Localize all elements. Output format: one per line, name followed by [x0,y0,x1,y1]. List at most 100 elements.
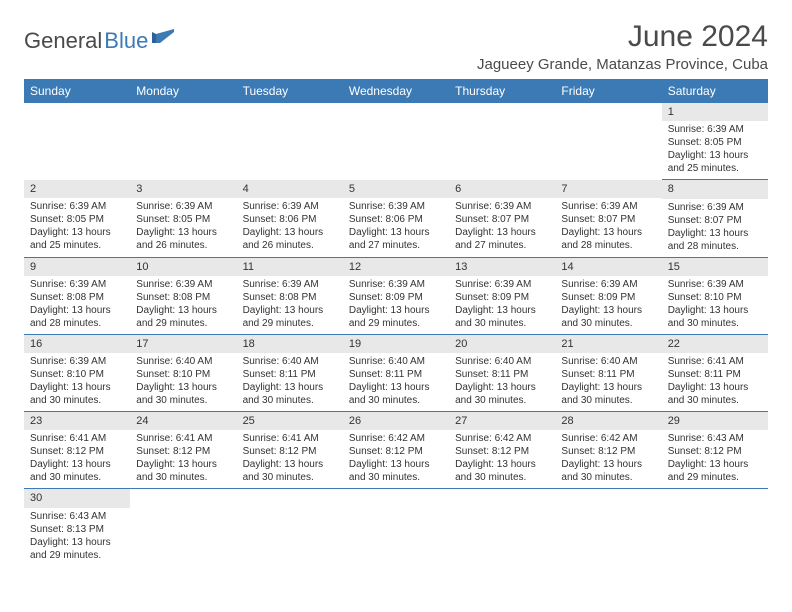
title-block: June 2024 Jagueey Grande, Matanzas Provi… [477,20,768,73]
sunset-text: Sunset: 8:11 PM [561,368,655,381]
day-content: Sunrise: 6:39 AMSunset: 8:06 PMDaylight:… [237,198,343,256]
sunset-text: Sunset: 8:05 PM [668,136,762,149]
daylight-text: Daylight: 13 hours and 30 minutes. [561,381,655,407]
calendar-cell: 8Sunrise: 6:39 AMSunset: 8:07 PMDaylight… [662,180,768,257]
calendar-cell: 2Sunrise: 6:39 AMSunset: 8:05 PMDaylight… [24,180,130,257]
day-number: 16 [24,335,130,353]
sunset-text: Sunset: 8:07 PM [455,213,549,226]
day-number: 25 [237,412,343,430]
day-number: 3 [130,180,236,198]
daylight-text: Daylight: 13 hours and 28 minutes. [561,226,655,252]
calendar-week-row: 2Sunrise: 6:39 AMSunset: 8:05 PMDaylight… [24,180,768,257]
sunrise-text: Sunrise: 6:43 AM [30,510,124,523]
day-number: 2 [24,180,130,198]
day-content: Sunrise: 6:40 AMSunset: 8:11 PMDaylight:… [449,353,555,411]
calendar-week-row: 23Sunrise: 6:41 AMSunset: 8:12 PMDayligh… [24,412,768,489]
sunrise-text: Sunrise: 6:40 AM [136,355,230,368]
daylight-text: Daylight: 13 hours and 30 minutes. [136,458,230,484]
day-number: 24 [130,412,236,430]
calendar-cell [662,489,768,566]
day-content: Sunrise: 6:39 AMSunset: 8:06 PMDaylight:… [343,198,449,256]
sunrise-text: Sunrise: 6:39 AM [243,200,337,213]
sunset-text: Sunset: 8:09 PM [455,291,549,304]
day-content: Sunrise: 6:39 AMSunset: 8:05 PMDaylight:… [130,198,236,256]
sunset-text: Sunset: 8:11 PM [455,368,549,381]
sunrise-text: Sunrise: 6:39 AM [561,200,655,213]
day-number: 10 [130,258,236,276]
sunrise-text: Sunrise: 6:39 AM [561,278,655,291]
calendar-cell: 15Sunrise: 6:39 AMSunset: 8:10 PMDayligh… [662,257,768,334]
sunrise-text: Sunrise: 6:40 AM [243,355,337,368]
sunrise-text: Sunrise: 6:39 AM [30,355,124,368]
day-content: Sunrise: 6:42 AMSunset: 8:12 PMDaylight:… [555,430,661,488]
sunset-text: Sunset: 8:11 PM [349,368,443,381]
day-number: 30 [24,489,130,507]
sunrise-text: Sunrise: 6:39 AM [349,200,443,213]
day-content: Sunrise: 6:42 AMSunset: 8:12 PMDaylight:… [449,430,555,488]
calendar-cell [237,489,343,566]
day-content: Sunrise: 6:39 AMSunset: 8:09 PMDaylight:… [555,276,661,334]
calendar-cell: 26Sunrise: 6:42 AMSunset: 8:12 PMDayligh… [343,412,449,489]
sunset-text: Sunset: 8:08 PM [136,291,230,304]
day-content: Sunrise: 6:43 AMSunset: 8:13 PMDaylight:… [24,508,130,566]
day-number: 26 [343,412,449,430]
calendar-cell: 1Sunrise: 6:39 AMSunset: 8:05 PMDaylight… [662,103,768,180]
day-content: Sunrise: 6:39 AMSunset: 8:07 PMDaylight:… [555,198,661,256]
sunset-text: Sunset: 8:05 PM [136,213,230,226]
calendar-cell [24,103,130,180]
calendar-cell [449,489,555,566]
sunrise-text: Sunrise: 6:41 AM [243,432,337,445]
day-number: 15 [662,258,768,276]
calendar-cell: 27Sunrise: 6:42 AMSunset: 8:12 PMDayligh… [449,412,555,489]
sunset-text: Sunset: 8:10 PM [136,368,230,381]
daylight-text: Daylight: 13 hours and 29 minutes. [349,304,443,330]
calendar-cell: 21Sunrise: 6:40 AMSunset: 8:11 PMDayligh… [555,334,661,411]
day-number: 9 [24,258,130,276]
logo-text-general: General [24,28,102,54]
day-content: Sunrise: 6:39 AMSunset: 8:07 PMDaylight:… [449,198,555,256]
daylight-text: Daylight: 13 hours and 29 minutes. [668,458,762,484]
day-number: 18 [237,335,343,353]
daylight-text: Daylight: 13 hours and 30 minutes. [136,381,230,407]
calendar-cell: 19Sunrise: 6:40 AMSunset: 8:11 PMDayligh… [343,334,449,411]
day-content: Sunrise: 6:41 AMSunset: 8:12 PMDaylight:… [237,430,343,488]
calendar-cell: 7Sunrise: 6:39 AMSunset: 8:07 PMDaylight… [555,180,661,257]
sunrise-text: Sunrise: 6:40 AM [349,355,443,368]
calendar-cell: 20Sunrise: 6:40 AMSunset: 8:11 PMDayligh… [449,334,555,411]
location: Jagueey Grande, Matanzas Province, Cuba [477,56,768,73]
calendar-cell: 11Sunrise: 6:39 AMSunset: 8:08 PMDayligh… [237,257,343,334]
sunrise-text: Sunrise: 6:39 AM [136,200,230,213]
month-title: June 2024 [477,20,768,54]
calendar-cell: 28Sunrise: 6:42 AMSunset: 8:12 PMDayligh… [555,412,661,489]
header: General Blue June 2024 Jagueey Grande, M… [24,20,768,73]
calendar-cell: 22Sunrise: 6:41 AMSunset: 8:11 PMDayligh… [662,334,768,411]
sunrise-text: Sunrise: 6:39 AM [136,278,230,291]
day-content: Sunrise: 6:39 AMSunset: 8:05 PMDaylight:… [662,121,768,179]
day-content: Sunrise: 6:39 AMSunset: 8:09 PMDaylight:… [343,276,449,334]
weekday-header: Friday [555,79,661,103]
day-number: 5 [343,180,449,198]
weekday-header: Sunday [24,79,130,103]
day-content: Sunrise: 6:41 AMSunset: 8:12 PMDaylight:… [24,430,130,488]
day-content: Sunrise: 6:39 AMSunset: 8:08 PMDaylight:… [24,276,130,334]
sunrise-text: Sunrise: 6:39 AM [30,278,124,291]
day-content: Sunrise: 6:40 AMSunset: 8:11 PMDaylight:… [555,353,661,411]
sunrise-text: Sunrise: 6:42 AM [349,432,443,445]
day-number: 20 [449,335,555,353]
daylight-text: Daylight: 13 hours and 26 minutes. [136,226,230,252]
calendar-cell: 23Sunrise: 6:41 AMSunset: 8:12 PMDayligh… [24,412,130,489]
calendar-week-row: 30Sunrise: 6:43 AMSunset: 8:13 PMDayligh… [24,489,768,566]
day-number: 8 [662,180,768,198]
day-content: Sunrise: 6:41 AMSunset: 8:12 PMDaylight:… [130,430,236,488]
calendar-cell: 6Sunrise: 6:39 AMSunset: 8:07 PMDaylight… [449,180,555,257]
daylight-text: Daylight: 13 hours and 27 minutes. [455,226,549,252]
day-content: Sunrise: 6:43 AMSunset: 8:12 PMDaylight:… [662,430,768,488]
daylight-text: Daylight: 13 hours and 30 minutes. [30,458,124,484]
day-content: Sunrise: 6:41 AMSunset: 8:11 PMDaylight:… [662,353,768,411]
sunset-text: Sunset: 8:12 PM [455,445,549,458]
sunset-text: Sunset: 8:08 PM [30,291,124,304]
day-number: 27 [449,412,555,430]
calendar-cell: 14Sunrise: 6:39 AMSunset: 8:09 PMDayligh… [555,257,661,334]
daylight-text: Daylight: 13 hours and 26 minutes. [243,226,337,252]
sunset-text: Sunset: 8:06 PM [349,213,443,226]
